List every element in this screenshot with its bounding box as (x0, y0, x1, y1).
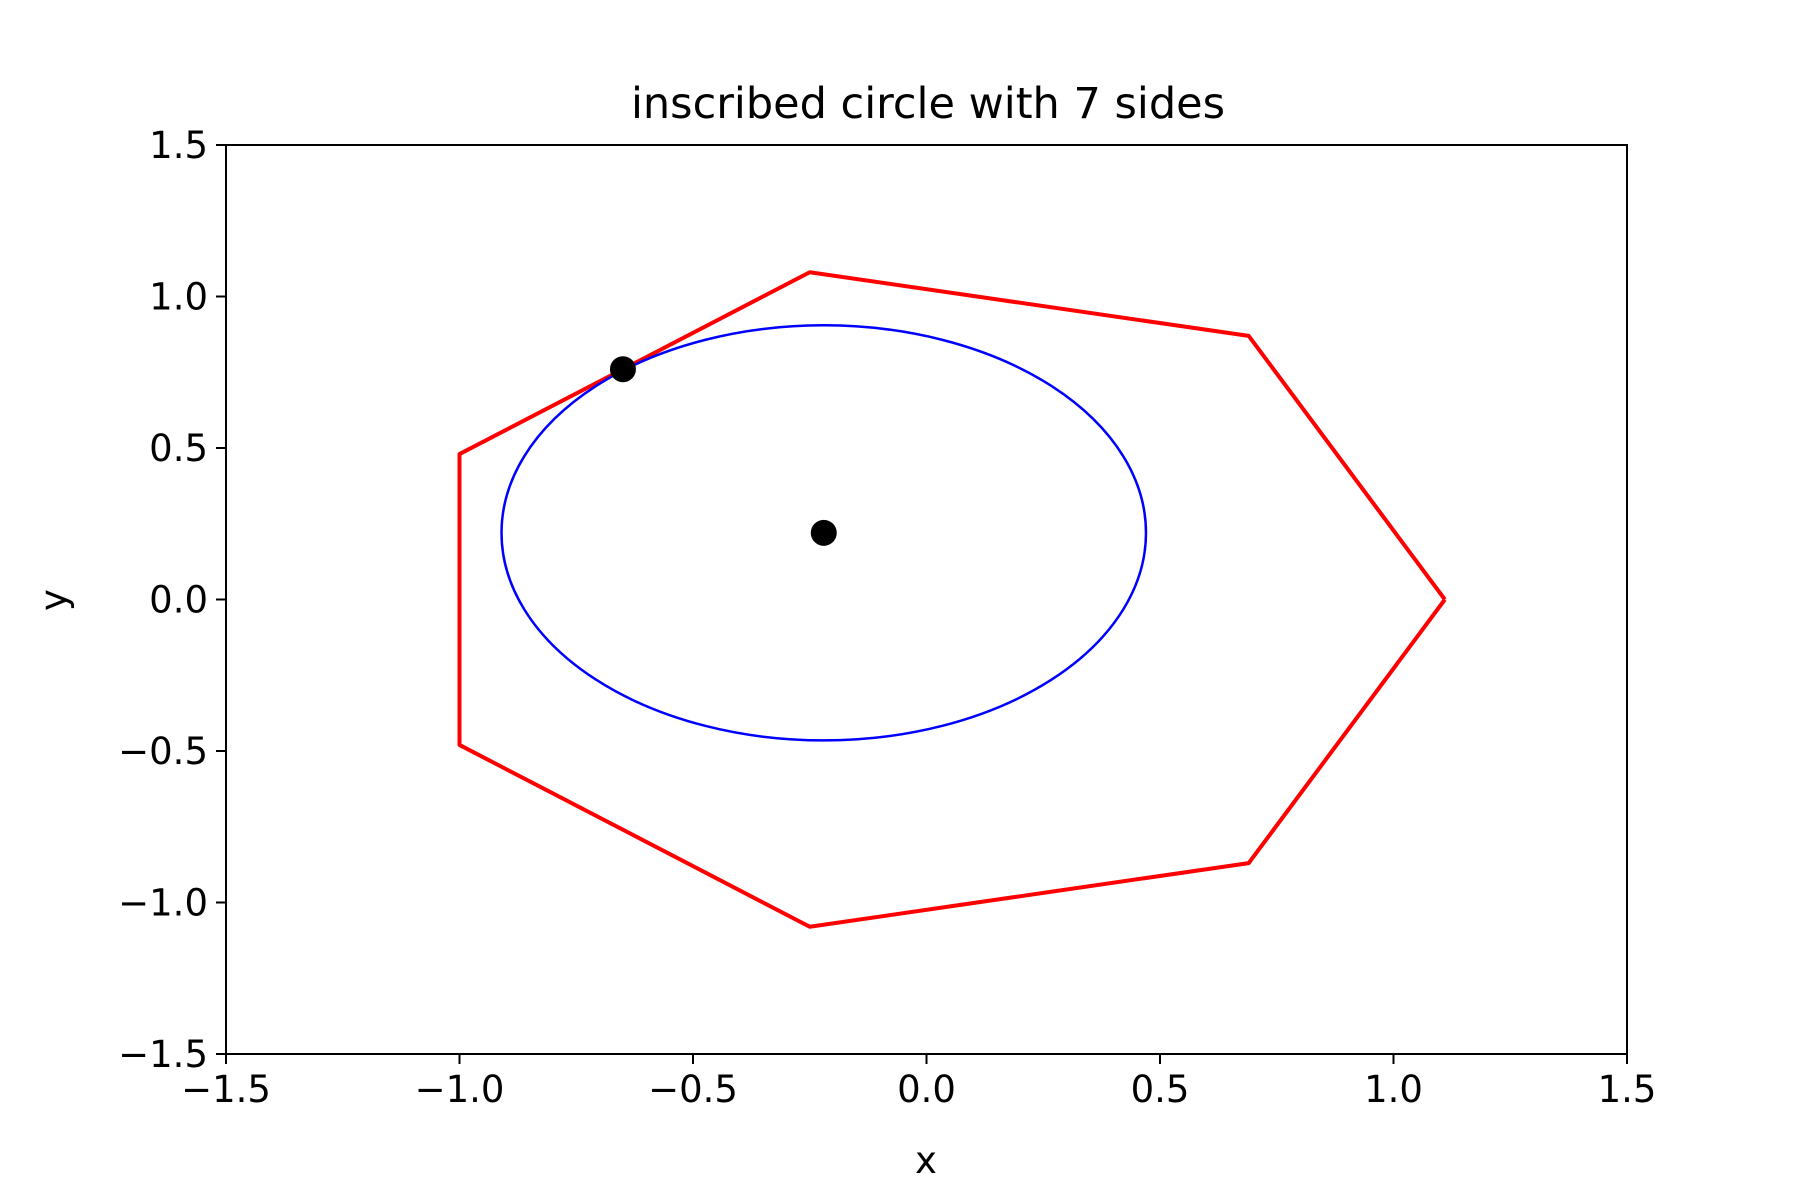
x-tick-label: −1.0 (415, 1068, 505, 1111)
y-tick-label: 0.5 (149, 427, 208, 470)
x-axis: −1.5 −1.0 −0.5 0.0 0.5 1.0 1.5 (181, 1054, 1656, 1111)
inscribed-circle (500, 324, 1148, 742)
x-tick-label: −1.5 (181, 1068, 271, 1111)
y-axis: −1.5 −1.0 −0.5 0.0 0.5 1.0 1.5 (118, 124, 226, 1076)
y-tick-label: 0.0 (149, 579, 208, 622)
y-tick-label: −0.5 (118, 730, 208, 773)
y-tick-label: 1.5 (149, 124, 208, 167)
tangent-point (609, 356, 636, 383)
y-axis-label: y (32, 589, 75, 611)
y-tick-label: 1.0 (149, 276, 208, 319)
x-axis-label: x (915, 1139, 937, 1182)
x-tick-label: −0.5 (648, 1068, 738, 1111)
center-point (810, 519, 837, 546)
plot-area (457, 270, 1447, 929)
x-tick-label: 1.0 (1364, 1068, 1423, 1111)
x-tick-label: 0.5 (1131, 1068, 1190, 1111)
x-tick-label: 0.0 (897, 1068, 956, 1111)
plot-frame (225, 144, 1628, 1055)
x-tick-label: 1.5 (1598, 1068, 1657, 1111)
polygon-line (457, 270, 1447, 929)
y-tick-label: −1.5 (118, 1033, 208, 1076)
y-tick-label: −1.0 (118, 882, 208, 925)
chart-title: inscribed circle with 7 sides (631, 79, 1225, 129)
